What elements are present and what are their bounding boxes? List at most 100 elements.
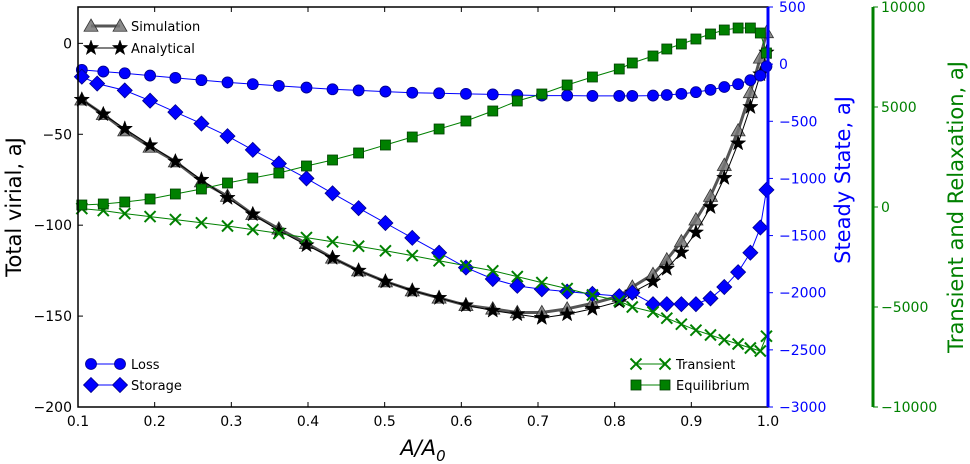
- analytical-point-15: [457, 296, 475, 313]
- equilibrium-point-22: [626, 57, 638, 69]
- loss-point-7: [246, 78, 259, 91]
- storage-point-11: [350, 200, 367, 217]
- x-tick-label-6: 0.7: [527, 414, 549, 430]
- analytical-point-18: [533, 309, 551, 326]
- equilibrium-point-8: [273, 167, 285, 179]
- analytical-point-25: [673, 243, 690, 260]
- series-storage: [73, 68, 775, 313]
- analytical-point-29: [729, 134, 747, 151]
- series-line-transient: [81, 208, 767, 352]
- y-transient-tick-label-1: 5000: [881, 100, 917, 116]
- storage-point-25: [673, 296, 690, 313]
- loss-point-1: [97, 65, 110, 78]
- analytical-point-0: [73, 90, 91, 107]
- storage-point-10: [324, 185, 341, 202]
- loss-point-30: [744, 74, 757, 87]
- legend-marker-end: [112, 18, 128, 32]
- analytical-point-7: [244, 205, 262, 222]
- x-axis-label-sub: 0: [436, 447, 446, 464]
- legend-label-loss: Loss: [131, 358, 160, 373]
- series-equilibrium: [76, 22, 772, 211]
- y-steady-tick-label-1: 0: [779, 57, 788, 73]
- storage-point-7: [244, 141, 261, 158]
- legend-marker-end: [659, 379, 671, 391]
- loss-point-29: [732, 78, 744, 91]
- analytical-point-17: [508, 305, 526, 322]
- y-virial-tick-label-0: 0: [63, 36, 72, 52]
- legend-label-simulation: Simulation: [131, 20, 200, 35]
- transient-point-17: [511, 270, 524, 283]
- legend-marker-start: [629, 357, 643, 371]
- transient-point-29: [731, 337, 745, 351]
- equilibrium-point-12: [380, 139, 391, 151]
- storage-point-31: [752, 219, 769, 236]
- storage-point-22: [624, 284, 641, 301]
- equilibrium-point-30: [744, 22, 756, 34]
- transient-point-27: [704, 328, 717, 342]
- y-transient-tick-label-2: 0: [881, 200, 890, 216]
- transient-point-7: [246, 223, 260, 236]
- loss-point-2: [118, 67, 131, 80]
- plot-frame: [77, 6, 769, 408]
- y-axis-label-transient: Transient and Relaxation, aJ: [944, 61, 968, 354]
- legend-swatch-simulation: [83, 18, 128, 32]
- legend-marker-start: [82, 39, 100, 56]
- legend-label-analytical: Analytical: [131, 42, 195, 57]
- equilibrium-point-32: [761, 47, 772, 59]
- transient-point-19: [560, 282, 574, 295]
- equilibrium-point-18: [536, 88, 548, 100]
- storage-point-30: [742, 244, 759, 261]
- loss-point-5: [195, 74, 208, 87]
- equilibrium-point-25: [675, 38, 687, 50]
- y-steady-tick-label-6: −2500: [779, 343, 826, 359]
- legend-lower-right: Transient Equilibrium: [629, 357, 750, 394]
- storage-point-23: [644, 296, 662, 313]
- storage-point-16: [484, 270, 501, 288]
- legend-swatch-analytical: [82, 39, 129, 56]
- storage-point-15: [457, 259, 474, 276]
- equilibrium-point-20: [587, 71, 598, 83]
- equilibrium-point-31: [754, 27, 766, 39]
- equilibrium-point-26: [690, 33, 702, 45]
- equilibrium-point-10: [327, 154, 338, 166]
- equilibrium-point-24: [661, 43, 673, 55]
- legend-lower-left: Loss Storage: [82, 358, 182, 394]
- transient-point-3: [143, 210, 157, 223]
- transient-point-24: [660, 311, 674, 325]
- equilibrium-point-27: [705, 28, 716, 40]
- x-axis-label-main: A/A: [398, 436, 436, 460]
- transient-point-28: [718, 333, 731, 347]
- legend-marker-end: [114, 358, 126, 370]
- loss-point-28: [718, 81, 731, 93]
- transient-point-23: [646, 305, 660, 319]
- analytical-point-30: [742, 98, 759, 115]
- legend-swatch-transient: [629, 357, 672, 371]
- axes-layer: 0.1 0.2 0.3 0.4 0.5 0.6 0.7 0.8 0.9 1.0 0 −50 −100 −1…: [34, 0, 938, 430]
- analytical-point-27: [702, 198, 719, 215]
- y-transient-tick-label-0: 10000: [881, 0, 926, 16]
- transient-point-31: [754, 344, 767, 358]
- y-steady-tick-label-4: −1500: [779, 229, 826, 245]
- transient-point-18: [535, 276, 549, 289]
- x-tick-label-4: 0.5: [374, 414, 396, 430]
- y-steady-tick-label-7: −3000: [779, 400, 826, 416]
- loss-point-9: [300, 81, 313, 94]
- loss-point-16: [486, 88, 499, 101]
- transient-point-25: [675, 317, 688, 331]
- analytical-point-23: [644, 272, 662, 289]
- x-tick-label-3: 0.4: [297, 414, 319, 430]
- transient-point-16: [486, 264, 499, 278]
- y-steady-tick-label-3: −1000: [779, 171, 826, 187]
- y-axis-label-steady: Steady State, aJ: [831, 96, 855, 264]
- storage-point-2: [116, 82, 133, 99]
- series-simulation: [74, 24, 775, 319]
- loss-point-23: [647, 89, 659, 102]
- y-virial-tick-label-2: −100: [34, 218, 72, 234]
- legend-marker-start: [630, 379, 642, 391]
- storage-point-9: [298, 170, 315, 187]
- equilibrium-point-16: [487, 105, 499, 117]
- x-tick-label-0: 0.1: [67, 414, 89, 430]
- x-tick-label-2: 0.3: [220, 414, 242, 430]
- transient-point-26: [689, 323, 703, 337]
- storage-point-28: [716, 278, 733, 296]
